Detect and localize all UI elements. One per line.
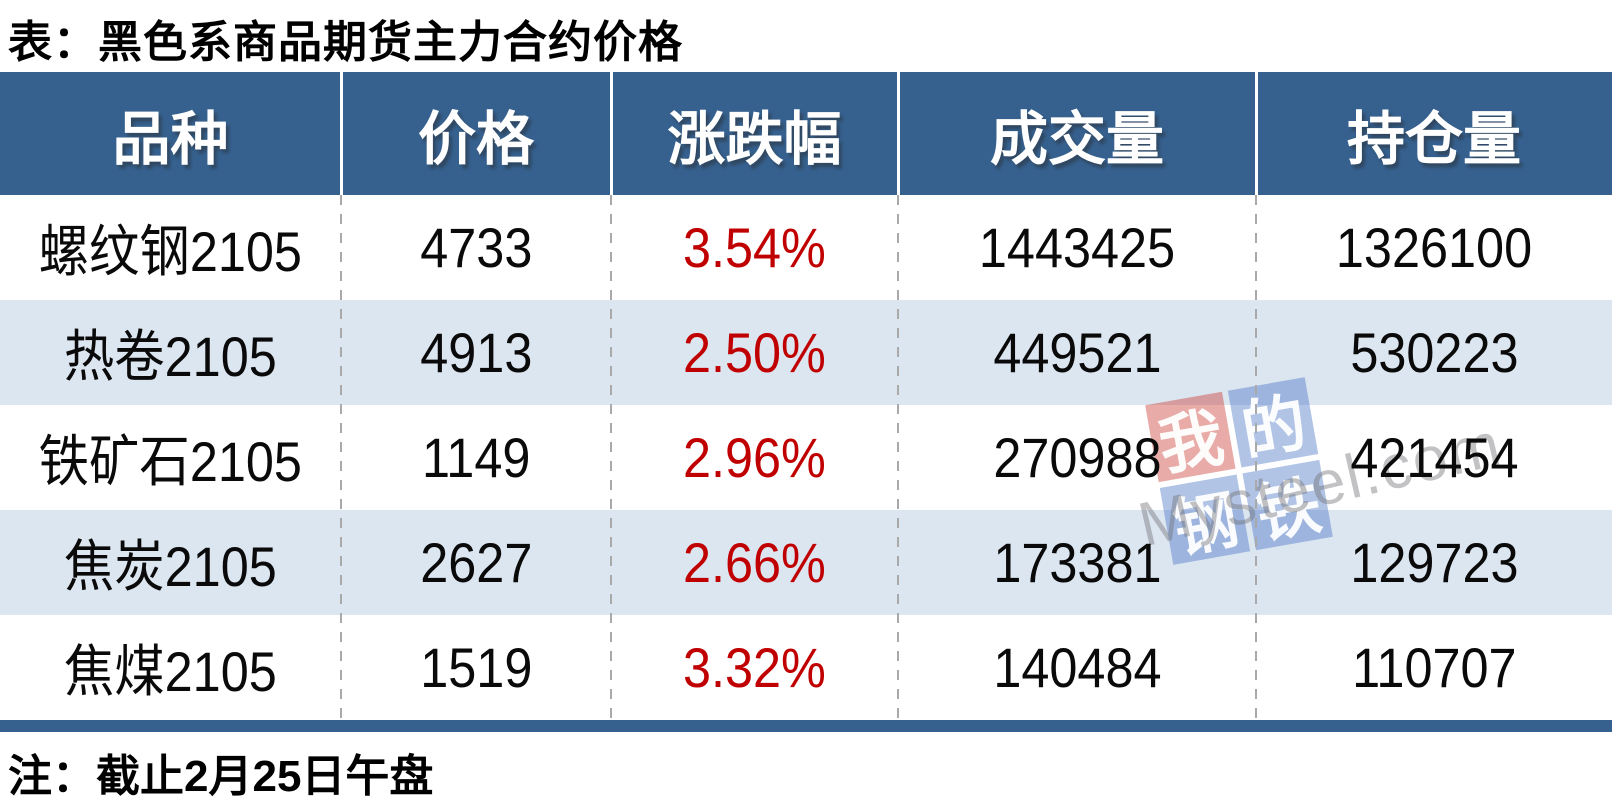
cell-price: 1519	[419, 636, 533, 699]
cell-volume: 1443425	[978, 216, 1176, 279]
column-separator-dashed	[610, 195, 612, 720]
table-row-rebar: 螺纹钢2105 4733 3.54% 1443425 1326100	[0, 195, 1612, 300]
column-header-volume: 成交量	[989, 106, 1164, 172]
cell-variety: 热卷2105	[64, 325, 277, 388]
cell-volume: 173381	[992, 531, 1162, 594]
column-separator-dashed	[1255, 195, 1257, 720]
cell-open-interest: 110707	[1351, 636, 1517, 699]
cell-variety: 螺纹钢2105	[38, 220, 303, 283]
cell-volume: 270988	[992, 426, 1162, 489]
cell-change: 3.54%	[683, 216, 826, 279]
cell-price: 4913	[419, 321, 533, 384]
cell-open-interest: 129723	[1349, 531, 1519, 594]
table-row-iron-ore: 铁矿石2105 1149 2.96% 270988 421454	[0, 405, 1612, 510]
table-bottom-bar	[0, 720, 1612, 732]
cell-change: 2.66%	[683, 531, 826, 594]
table-row-coke: 焦炭2105 2627 2.66% 173381 129723	[0, 510, 1612, 615]
cell-change: 3.32%	[683, 636, 826, 699]
cell-change: 2.96%	[683, 426, 826, 489]
footnote: 注：截止2月25日午盘	[8, 752, 434, 801]
cell-variety: 铁矿石2105	[38, 430, 303, 493]
header-separator	[897, 72, 900, 195]
cell-variety: 焦煤2105	[64, 640, 277, 703]
cell-open-interest: 530223	[1349, 321, 1519, 384]
column-header-variety: 品种	[112, 106, 229, 172]
header-separator	[340, 72, 343, 195]
cell-price: 1149	[421, 426, 531, 489]
column-separator-dashed	[340, 195, 342, 720]
table-row-hot-coil: 热卷2105 4913 2.50% 449521 530223	[0, 300, 1612, 405]
column-separator-dashed	[897, 195, 899, 720]
cell-volume: 449521	[992, 321, 1162, 384]
cell-variety: 焦炭2105	[64, 535, 277, 598]
table-header-row: 品种 价格 涨跌幅 成交量 持仓量	[0, 72, 1612, 195]
column-header-price: 价格	[417, 106, 534, 172]
page-title: 表：黑色系商品期货主力合约价格	[8, 18, 683, 67]
header-separator	[610, 72, 613, 195]
header-separator	[1255, 72, 1258, 195]
cell-open-interest: 1326100	[1335, 216, 1533, 279]
cell-price: 2627	[419, 531, 533, 594]
column-header-open-interest: 持仓量	[1346, 106, 1521, 172]
cell-price: 4733	[419, 216, 533, 279]
cell-open-interest: 421454	[1349, 426, 1519, 489]
cell-volume: 140484	[992, 636, 1162, 699]
column-header-change: 涨跌幅	[667, 106, 842, 172]
table-body: 螺纹钢2105 4733 3.54% 1443425 1326100 热卷210…	[0, 195, 1612, 720]
table-row-coking-coal: 焦煤2105 1519 3.32% 140484 110707	[0, 615, 1612, 720]
cell-change: 2.50%	[683, 321, 826, 384]
